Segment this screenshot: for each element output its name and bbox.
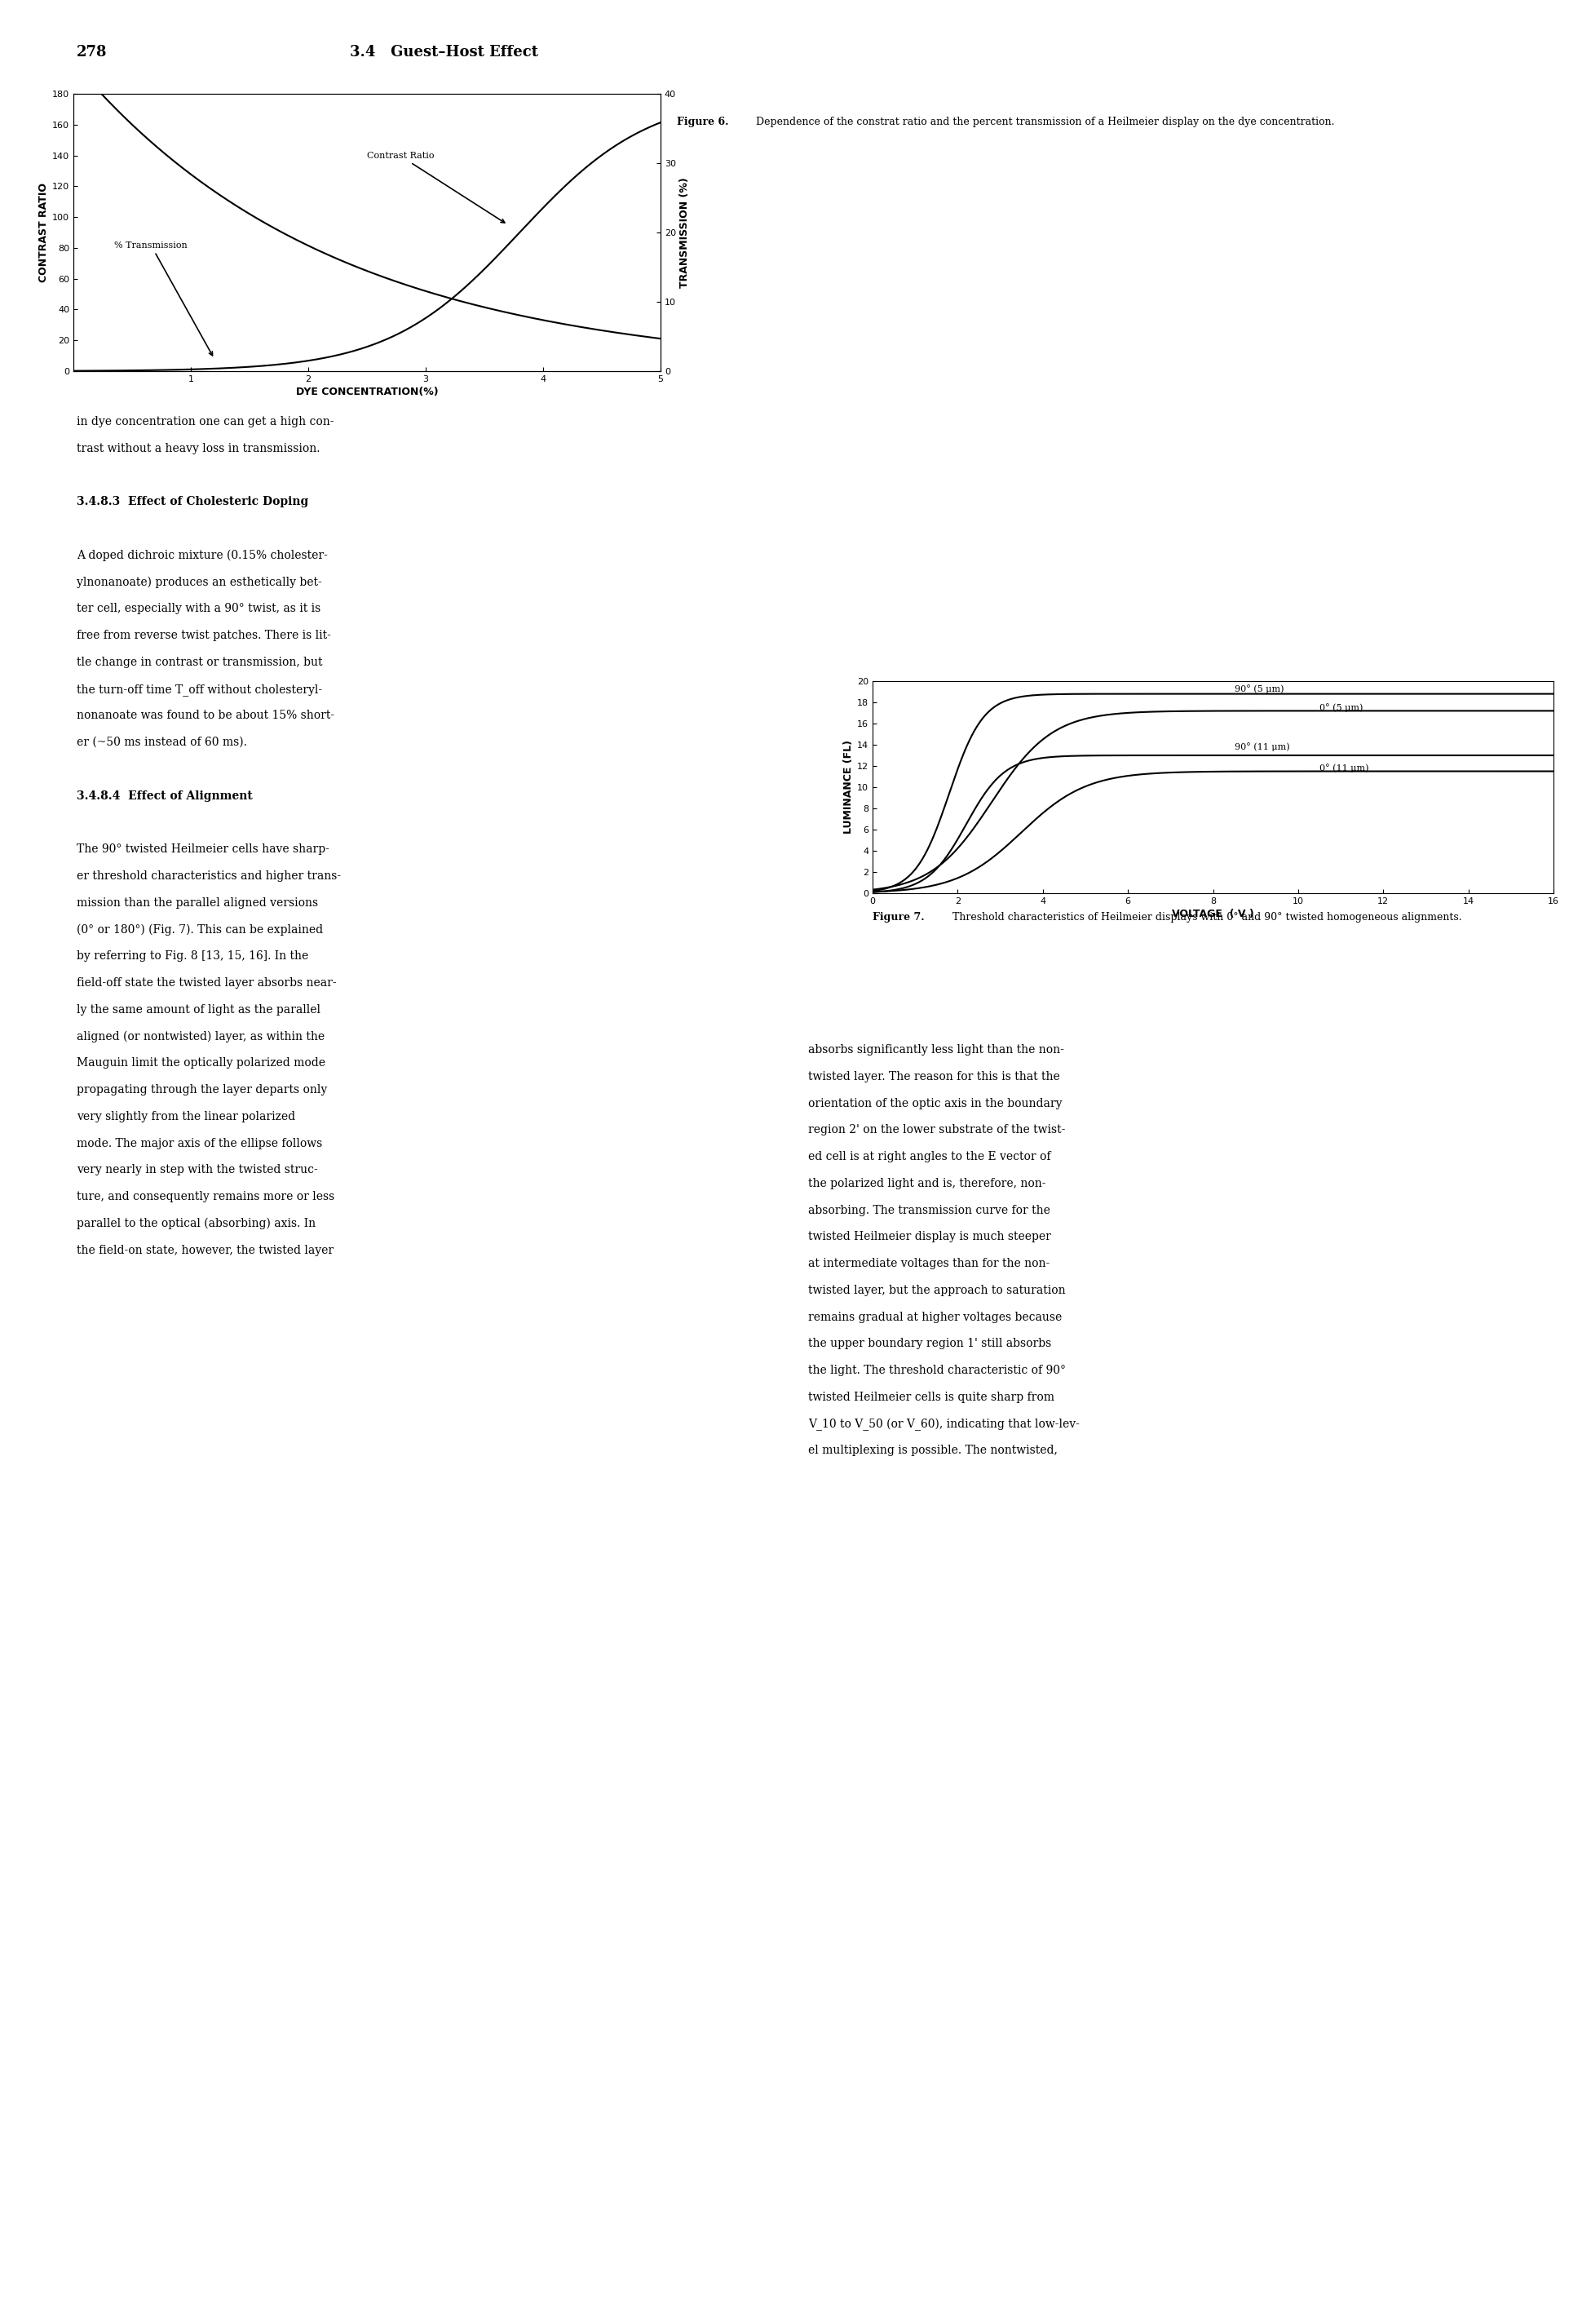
Text: Figure 7.: Figure 7.: [872, 911, 924, 923]
Text: the upper boundary region 1' still absorbs: the upper boundary region 1' still absor…: [808, 1339, 1052, 1350]
Text: aligned (or nontwisted) layer, as within the: aligned (or nontwisted) layer, as within…: [76, 1032, 325, 1043]
Text: field-off state the twisted layer absorbs near-: field-off state the twisted layer absorb…: [76, 978, 336, 988]
Text: 90° (11 μm): 90° (11 μm): [1235, 741, 1289, 751]
Text: the field-on state, however, the twisted layer: the field-on state, however, the twisted…: [76, 1246, 334, 1255]
Text: Contrast Ratio: Contrast Ratio: [368, 151, 504, 223]
Text: absorbs significantly less light than the non-: absorbs significantly less light than th…: [808, 1043, 1064, 1055]
Y-axis label: LUMINANCE (FL): LUMINANCE (FL): [843, 741, 854, 834]
Text: er threshold characteristics and higher trans-: er threshold characteristics and higher …: [76, 872, 340, 881]
Text: in dye concentration one can get a high con-: in dye concentration one can get a high …: [76, 416, 334, 428]
Text: The 90° twisted Heilmeier cells have sharp-: The 90° twisted Heilmeier cells have sha…: [76, 844, 329, 855]
Text: tle change in contrast or transmission, but: tle change in contrast or transmission, …: [76, 658, 323, 667]
Text: orientation of the optic axis in the boundary: orientation of the optic axis in the bou…: [808, 1097, 1063, 1109]
Text: 90° (5 μm): 90° (5 μm): [1235, 683, 1284, 693]
Text: er (~50 ms instead of 60 ms).: er (~50 ms instead of 60 ms).: [76, 737, 247, 748]
Text: Figure 6.: Figure 6.: [676, 116, 729, 128]
Text: very slightly from the linear polarized: very slightly from the linear polarized: [76, 1111, 294, 1122]
Text: mission than the parallel aligned versions: mission than the parallel aligned versio…: [76, 897, 318, 909]
Text: by referring to Fig. 8 [13, 15, 16]. In the: by referring to Fig. 8 [13, 15, 16]. In …: [76, 951, 309, 962]
Text: parallel to the optical (absorbing) axis. In: parallel to the optical (absorbing) axis…: [76, 1218, 315, 1229]
Text: twisted layer. The reason for this is that the: twisted layer. The reason for this is th…: [808, 1071, 1060, 1083]
Text: A doped dichroic mixture (0.15% cholester-: A doped dichroic mixture (0.15% choleste…: [76, 551, 328, 562]
Text: free from reverse twist patches. There is lit-: free from reverse twist patches. There i…: [76, 630, 331, 641]
Text: absorbing. The transmission curve for the: absorbing. The transmission curve for th…: [808, 1204, 1050, 1215]
Text: ed cell is at right angles to the E vector of: ed cell is at right angles to the E vect…: [808, 1150, 1050, 1162]
Text: twisted Heilmeier cells is quite sharp from: twisted Heilmeier cells is quite sharp f…: [808, 1392, 1055, 1404]
Text: the turn-off time T_off without cholesteryl-: the turn-off time T_off without choleste…: [76, 683, 321, 695]
Text: ture, and consequently remains more or less: ture, and consequently remains more or l…: [76, 1192, 334, 1202]
Text: remains gradual at higher voltages because: remains gradual at higher voltages becau…: [808, 1311, 1063, 1322]
Y-axis label: TRANSMISSION (%): TRANSMISSION (%): [679, 177, 690, 288]
Text: ly the same amount of light as the parallel: ly the same amount of light as the paral…: [76, 1004, 320, 1016]
X-axis label: DYE CONCENTRATION(%): DYE CONCENTRATION(%): [296, 386, 438, 397]
Text: Threshold characteristics of Heilmeier displays with 0° and 90° twisted homogene: Threshold characteristics of Heilmeier d…: [948, 911, 1462, 923]
Text: at intermediate voltages than for the non-: at intermediate voltages than for the no…: [808, 1257, 1050, 1269]
Text: propagating through the layer departs only: propagating through the layer departs on…: [76, 1085, 326, 1095]
Text: very nearly in step with the twisted struc-: very nearly in step with the twisted str…: [76, 1164, 318, 1176]
Text: 3.4.8.4  Effect of Alignment: 3.4.8.4 Effect of Alignment: [76, 790, 253, 802]
Text: 0° (11 μm): 0° (11 μm): [1319, 765, 1368, 772]
Text: 3.4.8.3  Effect of Cholesteric Doping: 3.4.8.3 Effect of Cholesteric Doping: [76, 497, 309, 507]
Text: (0° or 180°) (Fig. 7). This can be explained: (0° or 180°) (Fig. 7). This can be expla…: [76, 925, 323, 937]
Y-axis label: CONTRAST RATIO: CONTRAST RATIO: [38, 184, 49, 281]
Text: trast without a heavy loss in transmission.: trast without a heavy loss in transmissi…: [76, 444, 320, 453]
Text: twisted layer, but the approach to saturation: twisted layer, but the approach to satur…: [808, 1285, 1066, 1297]
Text: ylnonanoate) produces an esthetically bet-: ylnonanoate) produces an esthetically be…: [76, 576, 321, 588]
X-axis label: VOLTAGE  ( V ): VOLTAGE ( V ): [1173, 909, 1254, 920]
Text: ter cell, especially with a 90° twist, as it is: ter cell, especially with a 90° twist, a…: [76, 604, 320, 614]
Text: % Transmission: % Transmission: [115, 242, 213, 356]
Text: region 2' on the lower substrate of the twist-: region 2' on the lower substrate of the …: [808, 1125, 1066, 1136]
Text: Dependence of the constrat ratio and the percent transmission of a Heilmeier dis: Dependence of the constrat ratio and the…: [753, 116, 1335, 128]
Text: 278: 278: [76, 44, 107, 60]
Text: twisted Heilmeier display is much steeper: twisted Heilmeier display is much steepe…: [808, 1232, 1052, 1243]
Text: nonanoate was found to be about 15% short-: nonanoate was found to be about 15% shor…: [76, 711, 334, 720]
Text: the polarized light and is, therefore, non-: the polarized light and is, therefore, n…: [808, 1178, 1045, 1190]
Text: mode. The major axis of the ellipse follows: mode. The major axis of the ellipse foll…: [76, 1139, 321, 1148]
Text: el multiplexing is possible. The nontwisted,: el multiplexing is possible. The nontwis…: [808, 1446, 1058, 1457]
Text: Mauguin limit the optically polarized mode: Mauguin limit the optically polarized mo…: [76, 1057, 325, 1069]
Text: 0° (5 μm): 0° (5 μm): [1319, 704, 1363, 711]
Text: 3.4   Guest–Host Effect: 3.4 Guest–Host Effect: [350, 44, 538, 60]
Text: V_10 to V_50 (or V_60), indicating that low-lev-: V_10 to V_50 (or V_60), indicating that …: [808, 1418, 1080, 1432]
Text: the light. The threshold characteristic of 90°: the light. The threshold characteristic …: [808, 1364, 1066, 1376]
